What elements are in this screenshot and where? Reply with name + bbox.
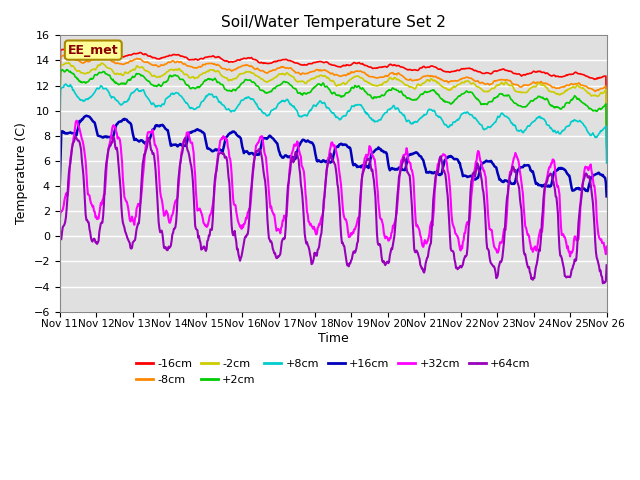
- -8cm: [417, 76, 424, 82]
- +64cm: [401, 155, 408, 161]
- -8cm: [401, 75, 408, 81]
- +64cm: [179, 150, 186, 156]
- +8cm: [417, 116, 424, 121]
- +32cm: [56, 218, 63, 224]
- Line: -8cm: -8cm: [60, 56, 607, 136]
- -16cm: [61, 46, 68, 52]
- -8cm: [61, 53, 68, 59]
- +64cm: [66, 164, 74, 170]
- +8cm: [56, 137, 63, 143]
- +32cm: [73, 118, 81, 123]
- +64cm: [417, 262, 424, 268]
- -2cm: [56, 119, 63, 125]
- -2cm: [67, 62, 74, 68]
- -8cm: [207, 60, 215, 66]
- -8cm: [56, 114, 63, 120]
- -2cm: [603, 135, 611, 141]
- +16cm: [179, 143, 186, 149]
- -2cm: [417, 83, 424, 88]
- +32cm: [207, 210, 215, 216]
- Line: -16cm: -16cm: [60, 49, 607, 130]
- -16cm: [401, 65, 408, 71]
- +16cm: [603, 193, 611, 199]
- -8cm: [603, 133, 611, 139]
- Y-axis label: Temperature (C): Temperature (C): [15, 122, 28, 225]
- -2cm: [65, 60, 73, 66]
- +64cm: [207, 227, 215, 232]
- Line: -2cm: -2cm: [60, 63, 607, 138]
- +64cm: [56, 237, 63, 243]
- +2cm: [417, 92, 424, 98]
- -8cm: [67, 54, 74, 60]
- -16cm: [207, 54, 215, 60]
- +32cm: [123, 199, 131, 204]
- +2cm: [207, 77, 215, 83]
- +32cm: [179, 148, 186, 154]
- -16cm: [603, 127, 611, 132]
- +2cm: [123, 80, 131, 85]
- Text: EE_met: EE_met: [68, 44, 118, 57]
- +8cm: [123, 98, 131, 104]
- +64cm: [603, 263, 611, 268]
- -8cm: [179, 60, 186, 66]
- +2cm: [401, 93, 408, 98]
- +64cm: [109, 133, 117, 139]
- +16cm: [123, 117, 131, 122]
- X-axis label: Time: Time: [318, 332, 349, 345]
- +8cm: [603, 160, 611, 166]
- Legend: -16cm, -8cm, -2cm, +2cm, +8cm, +16cm, +32cm, +64cm: -16cm, -8cm, -2cm, +2cm, +8cm, +16cm, +3…: [131, 355, 535, 389]
- +16cm: [83, 113, 90, 119]
- -16cm: [417, 65, 424, 71]
- +32cm: [566, 253, 574, 259]
- +8cm: [401, 112, 408, 118]
- +8cm: [62, 81, 70, 87]
- +16cm: [56, 182, 63, 188]
- +32cm: [66, 167, 74, 172]
- -16cm: [179, 53, 186, 59]
- Line: +16cm: +16cm: [60, 116, 607, 196]
- +2cm: [67, 69, 74, 74]
- Title: Soil/Water Temperature Set 2: Soil/Water Temperature Set 2: [221, 15, 445, 30]
- +16cm: [207, 147, 215, 153]
- +2cm: [58, 67, 66, 72]
- +2cm: [56, 125, 63, 131]
- +32cm: [401, 153, 408, 158]
- -2cm: [207, 67, 215, 72]
- +64cm: [599, 280, 607, 286]
- -2cm: [401, 81, 408, 87]
- -16cm: [67, 48, 74, 54]
- -8cm: [123, 60, 131, 66]
- Line: +32cm: +32cm: [60, 120, 607, 256]
- +64cm: [123, 233, 131, 239]
- +8cm: [179, 95, 186, 100]
- +2cm: [603, 144, 611, 150]
- -16cm: [123, 53, 131, 59]
- Line: +64cm: +64cm: [60, 136, 607, 283]
- Line: +8cm: +8cm: [60, 84, 607, 163]
- -2cm: [123, 70, 131, 76]
- +16cm: [417, 154, 424, 159]
- +16cm: [401, 167, 408, 173]
- +32cm: [603, 244, 611, 250]
- +8cm: [207, 91, 215, 97]
- -2cm: [179, 69, 186, 74]
- +8cm: [67, 82, 74, 87]
- +16cm: [66, 130, 74, 135]
- Line: +2cm: +2cm: [60, 70, 607, 147]
- +2cm: [179, 76, 186, 82]
- +32cm: [417, 232, 424, 238]
- -16cm: [56, 109, 63, 115]
